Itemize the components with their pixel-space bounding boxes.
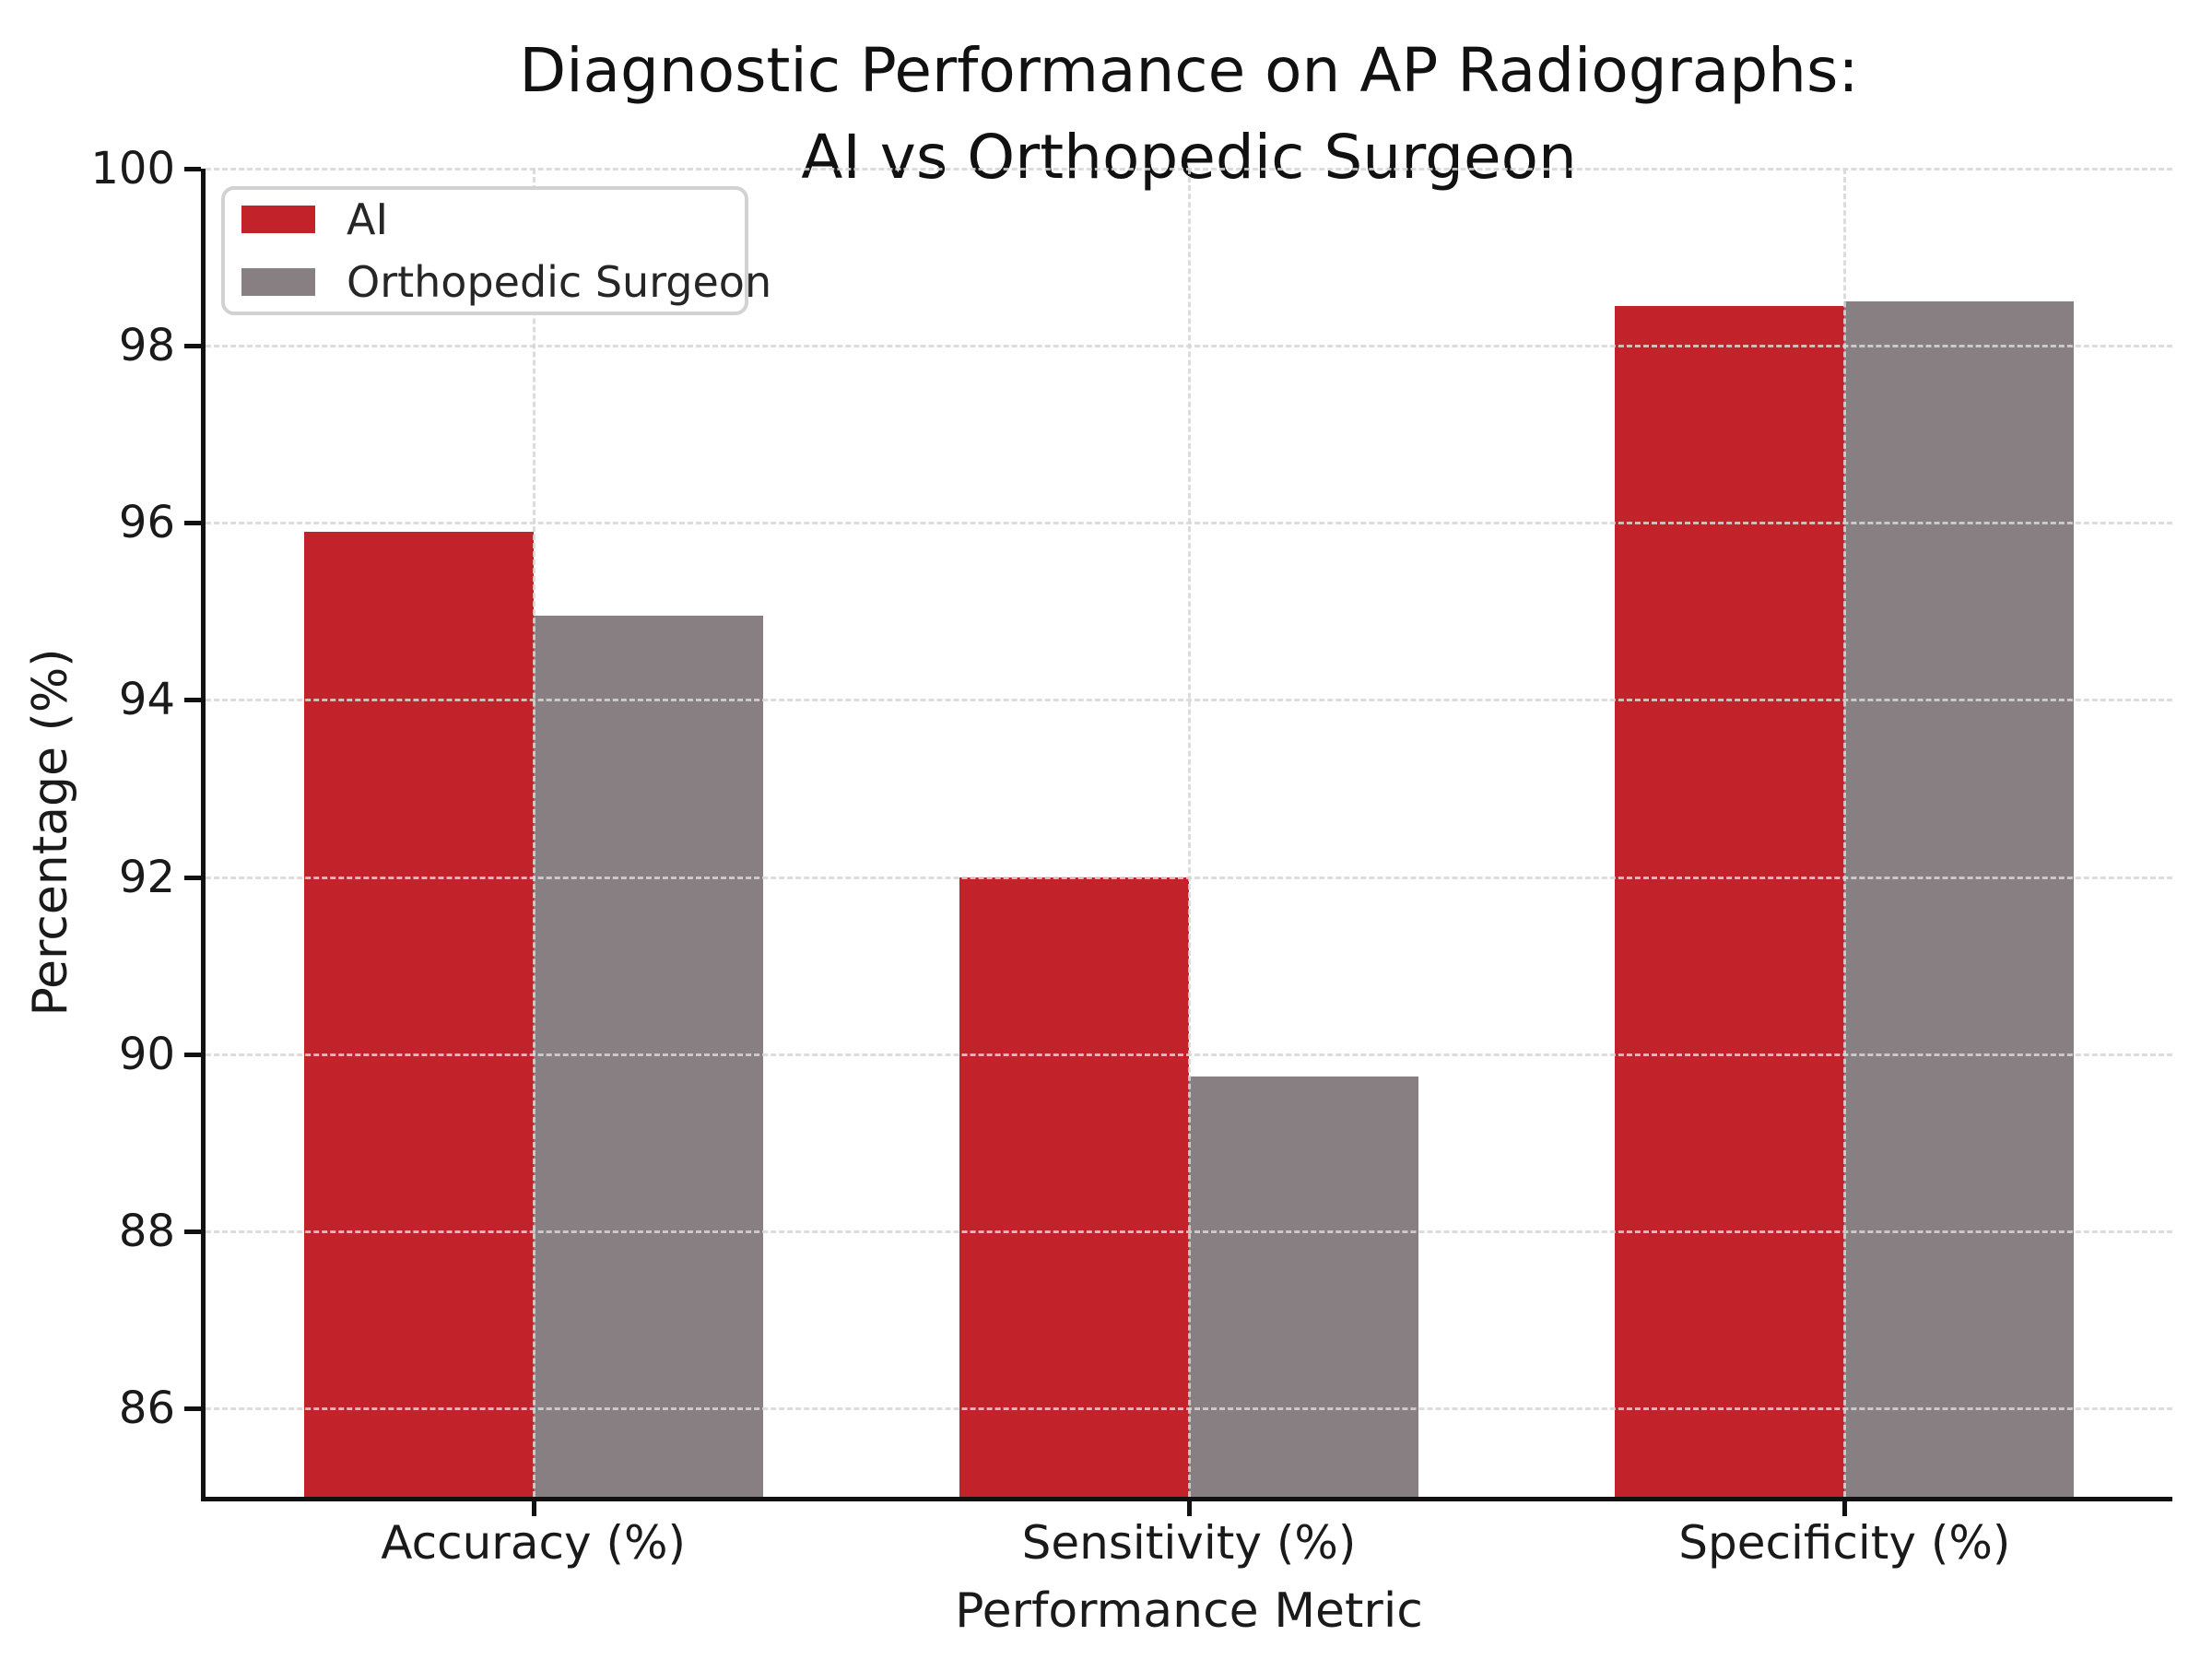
y-tick-mark-96 [184, 521, 201, 526]
bar-ai-sensitivity [959, 877, 1189, 1497]
legend-swatch-orthopedic-surgeon [241, 268, 315, 296]
gridline-x-accuracy [532, 169, 535, 1497]
x-tick-label-sensitivity: Sensitivity (%) [1021, 1516, 1357, 1570]
y-axis-label: Percentage (%) [23, 648, 78, 1017]
bar-ai-accuracy [303, 531, 534, 1497]
gridline-x-sensitivity [1188, 169, 1191, 1497]
bar-orthopedic-surgeon-specificity [1844, 301, 2075, 1497]
y-tick-mark-94 [184, 698, 201, 703]
x-tick-label-specificity: Specificity (%) [1678, 1516, 2011, 1570]
x-tick-label-accuracy: Accuracy (%) [381, 1516, 686, 1570]
legend: AI Orthopedic Surgeon [221, 186, 771, 315]
bar-orthopedic-surgeon-accuracy [533, 616, 763, 1497]
y-tick-label-94: 94 [118, 674, 175, 726]
bar-ai-specificity [1615, 305, 1845, 1497]
y-tick-mark-100 [184, 167, 201, 171]
chart-title-line-1: Diagnostic Performance on AP Radiographs… [519, 35, 1859, 106]
y-tick-label-100: 100 [90, 143, 175, 194]
y-tick-mark-90 [184, 1052, 201, 1057]
y-tick-label-86: 86 [118, 1382, 175, 1434]
y-tick-mark-92 [184, 875, 201, 880]
y-tick-mark-86 [184, 1406, 201, 1411]
legend-entry-orthopedic-surgeon: Orthopedic Surgeon [241, 257, 771, 307]
chart-title: Diagnostic Performance on AP Radiographs… [206, 28, 2172, 201]
x-tick-mark-sensitivity [1187, 1501, 1192, 1516]
y-tick-label-96: 96 [118, 497, 175, 549]
y-axis-spine [201, 169, 206, 1501]
y-tick-label-92: 92 [118, 851, 175, 903]
legend-swatch-ai [241, 206, 315, 233]
y-tick-label-90: 90 [118, 1028, 175, 1080]
y-tick-label-88: 88 [118, 1205, 175, 1257]
legend-entry-ai: AI [241, 194, 745, 244]
bar-orthopedic-surgeon-sensitivity [1189, 1076, 1418, 1497]
x-tick-mark-accuracy [531, 1501, 536, 1516]
y-tick-label-98: 98 [118, 320, 175, 372]
plot-area [206, 168, 2172, 1497]
x-tick-mark-specificity [1842, 1501, 1848, 1516]
gridline-x-specificity [1843, 169, 1847, 1497]
y-tick-mark-98 [184, 344, 201, 349]
y-tick-mark-88 [184, 1229, 201, 1234]
x-axis-label: Performance Metric [955, 1583, 1423, 1639]
legend-label-orthopedic-surgeon: Orthopedic Surgeon [347, 257, 772, 307]
legend-label-ai: AI [347, 194, 389, 244]
x-axis-spine [201, 1497, 2172, 1501]
